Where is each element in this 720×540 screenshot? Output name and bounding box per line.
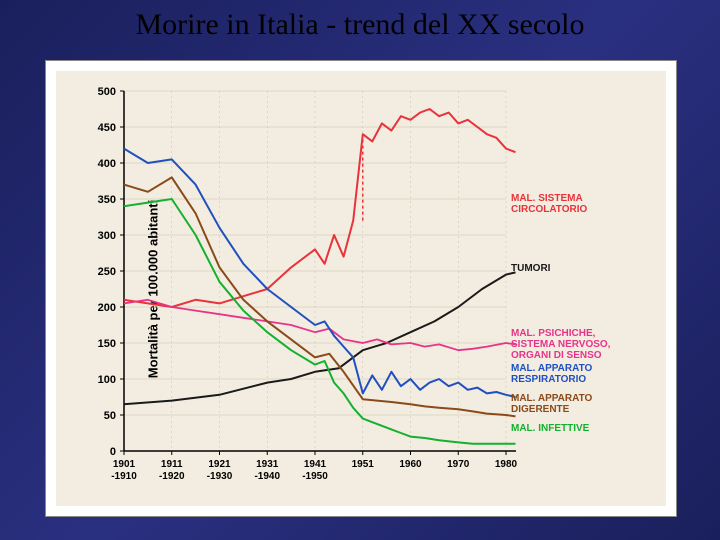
series-label-circolatorio: MAL. SISTEMA <box>511 193 583 204</box>
x-tick-label: -1940 <box>254 471 280 482</box>
series-label-digerente: DIGERENTE <box>511 404 570 415</box>
series-line-infettive <box>124 199 516 444</box>
y-tick-label: 500 <box>98 86 116 98</box>
chart-background: Mortalità per 100.000 abitanti 050100150… <box>56 71 666 506</box>
y-tick-label: 400 <box>98 158 116 170</box>
x-tick-label: -1920 <box>159 471 185 482</box>
y-tick-label: 250 <box>98 266 116 278</box>
chart-svg: 0 50 100 150 200 250 300 350 400 450 500 1901-1910 1… <box>56 71 666 506</box>
series-line-tumori <box>124 272 516 404</box>
x-tick-label: 1980 <box>495 459 518 470</box>
y-tick-label: 150 <box>98 338 116 350</box>
x-tick-label: 1931 <box>256 459 279 470</box>
slide-title: Morire in Italia - trend del XX secolo <box>0 8 720 42</box>
y-tick-label: 200 <box>98 302 116 314</box>
x-tick-label: -1910 <box>111 471 137 482</box>
series-label-psichiche: MAL. PSICHICHE, <box>511 328 596 339</box>
series-line-circolatorio <box>124 109 516 307</box>
series-label-tumori: TUMORI <box>511 263 551 274</box>
series-label-psichiche: SISTEMA NERVOSO, <box>511 339 611 350</box>
series-line-respiratorio <box>124 149 516 397</box>
x-tick-label: -1930 <box>207 471 233 482</box>
series-label-circolatorio: CIRCOLATORIO <box>511 204 588 215</box>
x-tick-label: 1951 <box>352 459 375 470</box>
series-label-psichiche: ORGANI DI SENSO <box>511 350 602 361</box>
series-label-respiratorio: MAL. APPARATO <box>511 363 593 374</box>
y-tick-label: 350 <box>98 194 116 206</box>
series-label-digerente: MAL. APPARATO <box>511 393 593 404</box>
x-tick-label: 1921 <box>208 459 231 470</box>
x-tick-label: 1970 <box>447 459 470 470</box>
series-line-digerente <box>124 177 516 416</box>
x-tick-label: 1941 <box>304 459 327 470</box>
y-tick-label: 450 <box>98 122 116 134</box>
x-tick-label: 1960 <box>399 459 422 470</box>
y-tick-label: 100 <box>98 374 116 386</box>
chart-container: Mortalità per 100.000 abitanti 050100150… <box>45 60 677 517</box>
y-tick-label: 50 <box>104 410 116 422</box>
series-label-respiratorio: RESPIRATORIO <box>511 374 586 385</box>
x-tick-label: 1901 <box>113 459 136 470</box>
y-tick-label: 0 <box>110 446 116 458</box>
x-tick-label: -1950 <box>302 471 328 482</box>
y-tick-label: 300 <box>98 230 116 242</box>
series-label-infettive: MAL. INFETTIVE <box>511 423 590 434</box>
x-tick-label: 1911 <box>161 459 183 470</box>
